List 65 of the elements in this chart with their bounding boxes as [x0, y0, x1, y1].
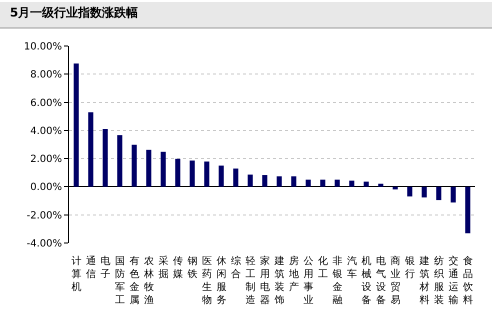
x-tick-label: 交通运输 — [448, 255, 458, 306]
bar — [204, 162, 210, 187]
x-tick-label: 农林牧渔 — [142, 256, 154, 306]
y-tick-label: 10.00% — [24, 42, 62, 52]
bar — [378, 184, 384, 187]
bar — [276, 176, 282, 187]
x-tick-label: 钢铁 — [186, 256, 198, 280]
x-tick-label: 传媒 — [172, 256, 183, 280]
x-tick-label: 医药生物 — [202, 256, 212, 306]
y-tick-label: 4.00% — [30, 126, 62, 137]
x-tick-label: 商业贸易 — [390, 255, 400, 306]
y-tick-label: -2.00% — [26, 210, 62, 222]
x-tick-label: 纺织服装 — [434, 255, 444, 306]
x-tick-label: 房地产 — [288, 255, 299, 293]
x-tick-label: 休闲服务 — [216, 256, 226, 306]
x-tick-label: 电气设备 — [376, 255, 386, 306]
x-tick-label: 采掘 — [158, 255, 168, 280]
x-tick-label: 电子 — [100, 255, 110, 280]
y-tick-label: -4.00% — [26, 238, 62, 250]
bar — [349, 180, 354, 187]
bar — [465, 186, 470, 234]
x-tick-label: 家用电器 — [260, 255, 270, 306]
x-tick-label: 建筑装饰 — [273, 255, 284, 306]
bar — [262, 175, 268, 187]
x-tick-label: 计算机 — [71, 255, 82, 293]
bar — [392, 186, 398, 190]
x-tick-label: 综合 — [230, 255, 241, 280]
x-tick-label: 银行 — [404, 256, 415, 280]
x-tick-label: 机械设备 — [361, 255, 372, 306]
bar — [88, 112, 94, 187]
bar — [291, 176, 296, 187]
bar — [450, 186, 456, 202]
x-tick-label: 非银金融 — [331, 255, 342, 306]
bar — [306, 180, 311, 187]
bar — [233, 168, 238, 187]
bar — [146, 150, 152, 187]
bar — [218, 166, 224, 187]
x-tick-label: 国防军工 — [114, 256, 125, 306]
bar — [248, 174, 253, 187]
bar — [175, 158, 180, 187]
y-tick-label: 0.00% — [30, 182, 62, 194]
bar — [436, 186, 442, 200]
bar — [132, 144, 137, 187]
bar — [364, 182, 369, 187]
x-tick-label: 轻工制造 — [245, 255, 256, 306]
bar — [102, 129, 108, 187]
bar — [190, 160, 195, 187]
chart-title: 5月一级行业指数涨跌幅 — [10, 5, 138, 20]
x-tick-label: 建筑材料 — [418, 255, 430, 306]
bar — [117, 135, 122, 187]
y-tick-label: 6.00% — [30, 98, 62, 109]
x-tick-label: 化工 — [318, 255, 328, 280]
x-tick-label: 食品饮料 — [462, 255, 473, 306]
x-tick-label: 汽车 — [346, 255, 357, 280]
bar — [74, 63, 79, 187]
bar — [160, 152, 166, 187]
y-tick-label: 2.00% — [30, 154, 62, 166]
x-tick-label: 有色金属 — [129, 255, 140, 306]
x-tick-label: 通信 — [86, 255, 96, 280]
y-tick-label: 8.00% — [30, 70, 62, 81]
x-tick-label: 公用事业 — [303, 255, 314, 306]
bar — [422, 186, 427, 198]
bar — [407, 186, 412, 196]
bar — [334, 180, 340, 187]
bar — [320, 180, 326, 187]
